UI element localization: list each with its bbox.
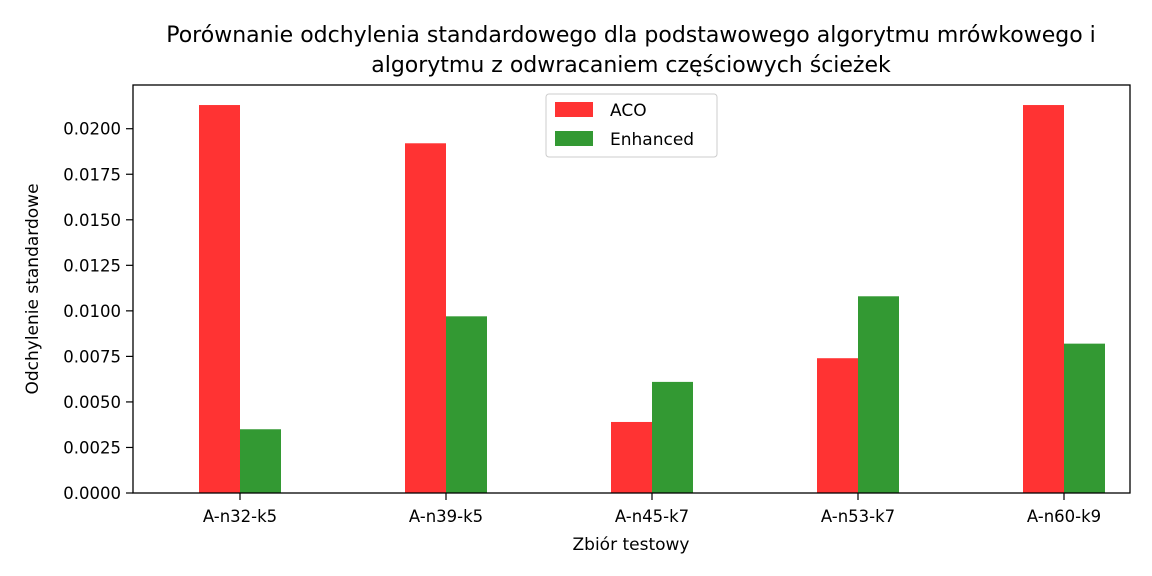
bar-enhanced-a-n45-k7 (652, 381, 693, 493)
bar-enhanced-a-n32-k5 (240, 429, 281, 493)
chart-title-line-2: algorytmu z odwracaniem częściowych ście… (371, 53, 891, 78)
plot-frame (132, 84, 1131, 494)
y-tick-label: 0.0000 (63, 484, 121, 503)
legend: ACO Enhanced (545, 93, 718, 158)
bar-aco-a-n53-k7 (817, 358, 858, 493)
chart-title-line-1: Porównanie odchylenia standardowego dla … (166, 23, 1096, 48)
x-tick-label: A-n53-k7 (821, 507, 895, 526)
y-tick-label: 0.0150 (63, 211, 121, 230)
bar-enhanced-a-n53-k7 (858, 296, 899, 493)
x-ticks-group: A-n32-k5 A-n39-k5 A-n45-k7 A-n53-k7 A-n60-k9 (203, 493, 1101, 526)
y-tick-label: 0.0025 (63, 438, 121, 457)
bar-aco-a-n32-k5 (199, 105, 240, 494)
legend-label-aco: ACO (610, 101, 647, 121)
bars-group (199, 105, 1105, 494)
y-tick-label: 0.0050 (63, 393, 121, 412)
legend-swatch-aco (555, 102, 593, 117)
x-tick-label: A-n32-k5 (203, 507, 277, 526)
y-tick-label: 0.0100 (63, 302, 121, 321)
y-ticks-group: 0.0000 0.0025 0.0050 0.0075 0.0100 0.0125 0.01… (63, 120, 133, 503)
x-axis-label: Zbiór testowy (573, 535, 690, 555)
bar-aco-a-n39-k5 (405, 143, 446, 494)
y-tick-label: 0.0075 (63, 347, 121, 366)
legend-label-enhanced: Enhanced (610, 130, 694, 150)
x-tick-label: A-n60-k9 (1027, 507, 1101, 526)
bar-enhanced-a-n60-k9 (1064, 343, 1105, 493)
x-tick-label: A-n45-k7 (615, 507, 689, 526)
x-tick-label: A-n39-k5 (409, 507, 483, 526)
bar-aco-a-n60-k9 (1023, 105, 1064, 494)
bar-aco-a-n45-k7 (611, 421, 652, 493)
y-tick-label: 0.0125 (63, 256, 121, 275)
y-axis-label: Odchylenie standardowe (23, 183, 43, 394)
y-tick-label: 0.0200 (63, 120, 121, 139)
legend-swatch-enhanced (555, 131, 593, 146)
bar-enhanced-a-n39-k5 (446, 316, 487, 493)
y-tick-label: 0.0175 (63, 165, 121, 184)
